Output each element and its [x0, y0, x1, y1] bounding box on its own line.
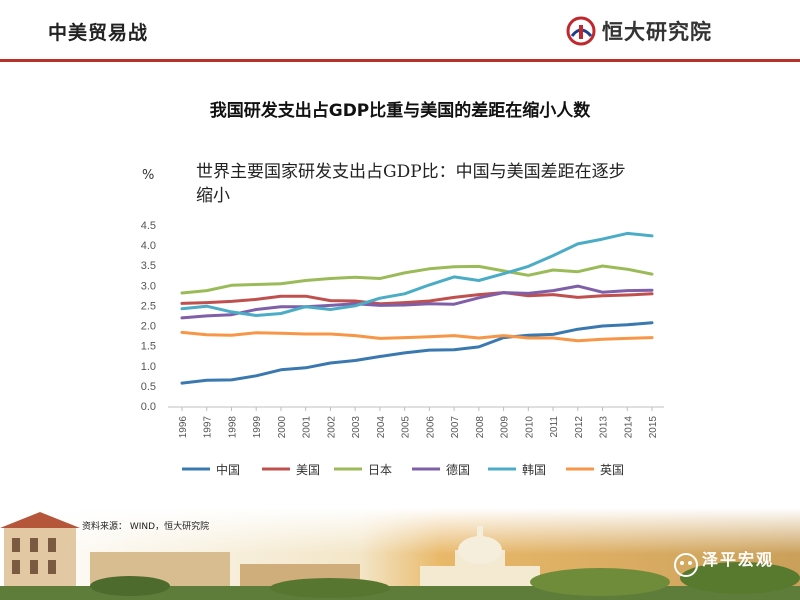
legend-label: 美国: [296, 463, 320, 477]
y-tick-label: 0.0: [141, 401, 156, 413]
legend-label: 日本: [368, 463, 392, 477]
legend-label: 韩国: [522, 462, 546, 477]
series-line-英国: [180, 330, 654, 343]
brand-logo: 恒大研究院: [566, 16, 712, 46]
y-tick-label: 1.5: [141, 341, 156, 353]
header-bar: 中美贸易战 恒大研究院: [0, 0, 800, 62]
x-tick-label: 2012: [574, 416, 585, 439]
x-tick-label: 1996: [178, 416, 189, 439]
page-title: 中美贸易战: [48, 22, 149, 44]
y-tick-label: 4.0: [141, 240, 156, 252]
evergrande-logo-icon: [566, 16, 596, 46]
chart-title: 世界主要国家研发支出占GDP比：中国与美国差距在逐步缩小: [196, 162, 626, 206]
x-tick-label: 2004: [376, 416, 387, 439]
footer-illustration: [0, 508, 800, 600]
x-tick-label: 2006: [425, 416, 436, 439]
legend-label: 中国: [216, 462, 240, 477]
series-line-韩国: [180, 231, 654, 317]
series-line-美国: [180, 291, 654, 306]
x-tick-label: 1998: [227, 416, 238, 439]
series-line-日本: [180, 264, 654, 295]
x-tick-label: 2003: [351, 416, 362, 439]
y-tick-label: 3.5: [141, 260, 156, 272]
source-note: 资料来源： WIND，恒大研究院: [82, 522, 210, 532]
x-tick-label: 2011: [549, 416, 560, 438]
x-tick-label: 2015: [648, 416, 659, 439]
y-tick-label: 1.0: [141, 361, 156, 373]
y-tick-label: 0.5: [141, 381, 156, 393]
legend-label: 英国: [600, 463, 624, 477]
x-tick-label: 2014: [623, 416, 634, 439]
y-tick-label: 2.0: [141, 321, 156, 333]
x-tick-label: 2002: [326, 416, 337, 439]
y-axis-unit: %: [142, 168, 155, 183]
x-tick-label: 2013: [599, 416, 610, 439]
x-tick-label: 2010: [524, 416, 535, 439]
footer-banner: 资料来源： WIND，恒大研究院 泽平宏观: [0, 508, 800, 600]
x-tick-label: 1999: [252, 416, 263, 439]
x-tick-label: 2001: [302, 416, 313, 439]
legend-label: 德国: [446, 462, 470, 477]
x-tick-label: 2009: [500, 416, 511, 439]
y-tick-label: 4.5: [141, 220, 156, 232]
y-tick-label: 3.0: [141, 280, 156, 292]
watermark-text: 泽平宏观: [702, 550, 775, 569]
x-tick-label: 2007: [450, 416, 461, 439]
series-line-德国: [180, 284, 654, 320]
x-tick-label: 1997: [203, 416, 214, 439]
y-tick-label: 2.5: [141, 300, 156, 312]
logo-text: 恒大研究院: [602, 20, 712, 44]
x-tick-label: 2005: [401, 416, 412, 439]
x-tick-label: 2008: [475, 416, 486, 439]
slide-headline: 我国研发支出占GDP比重与美国的差距在缩小人数: [209, 101, 591, 121]
series-line-中国: [180, 321, 654, 385]
header-rule: [0, 59, 800, 62]
x-tick-label: 2000: [277, 416, 288, 439]
